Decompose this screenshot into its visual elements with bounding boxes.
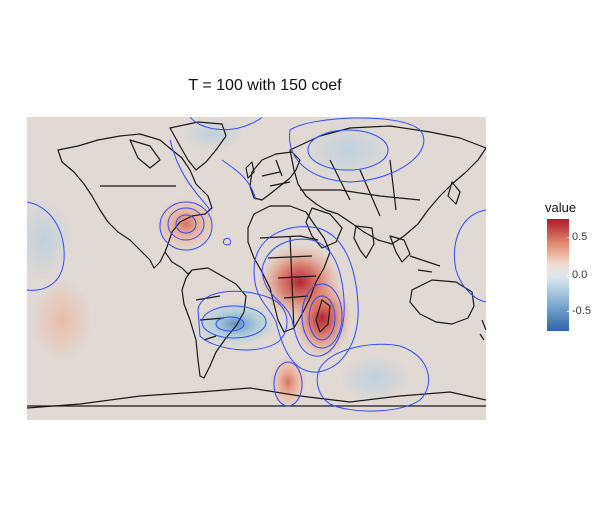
contour-north-america-3 [159, 201, 213, 251]
contour-indian [316, 343, 430, 412]
contour-north-america-2 [167, 207, 205, 241]
asia-borders [300, 159, 421, 217]
field-trough-siberia [306, 122, 390, 178]
europe-outline [249, 151, 301, 201]
contour-arc-north [169, 139, 257, 211]
contour-lines [27, 117, 486, 412]
australia-outline [409, 279, 475, 325]
field-trough-atlantic [196, 302, 276, 346]
field-peak-south-ocean [270, 356, 306, 408]
contour-siberia-2 [289, 117, 425, 183]
southeast-asia [389, 235, 441, 273]
field-trough-arctic [183, 118, 243, 150]
madagascar [315, 299, 331, 333]
contour-madagascar-2 [301, 283, 343, 349]
field-peak-north-america [156, 198, 216, 250]
contour-north-america-1 [175, 214, 197, 234]
japan [447, 181, 461, 205]
north-america-outline [57, 133, 213, 269]
africa-borders [259, 235, 319, 331]
contour-arctic [189, 117, 263, 131]
contour-atlantic-1 [215, 316, 245, 332]
contour-africa-1 [261, 238, 345, 357]
legend-tick-mid: 0.0 [566, 269, 588, 281]
hudson-bay [129, 139, 161, 169]
asia-outline [289, 125, 486, 245]
color-legend: value 0.5 0.0 -0.5 [545, 200, 603, 331]
contour-south-ocean [273, 361, 303, 407]
field-soft-pacific [32, 280, 92, 360]
field-trough-indian [340, 356, 410, 400]
legend-tick-low: -0.5 [567, 305, 591, 317]
contour-atlantic-2 [201, 305, 267, 339]
india [353, 225, 375, 259]
arabian-peninsula [305, 207, 343, 249]
contour-east [454, 209, 486, 303]
contour-west [27, 201, 65, 291]
map-panel [27, 117, 486, 420]
plot-title: T = 100 with 150 coef [188, 77, 342, 94]
new-zealand [479, 319, 486, 341]
contour-small-atlantic [223, 237, 231, 246]
contour-madagascar-1 [308, 295, 336, 341]
contour-siberia-1 [307, 129, 389, 171]
europe-borders [261, 159, 291, 187]
legend-tick-high: 0.5 [566, 231, 588, 243]
legend-colorbar [547, 219, 569, 331]
contour-atlantic-3 [197, 290, 288, 351]
field-trough-west [27, 200, 71, 280]
south-america-outline [181, 267, 247, 379]
south-america-borders [195, 295, 225, 341]
contour-africa-2 [253, 226, 359, 373]
british-isles [245, 161, 255, 179]
greenland [169, 121, 227, 171]
legend-title: value [545, 200, 577, 215]
